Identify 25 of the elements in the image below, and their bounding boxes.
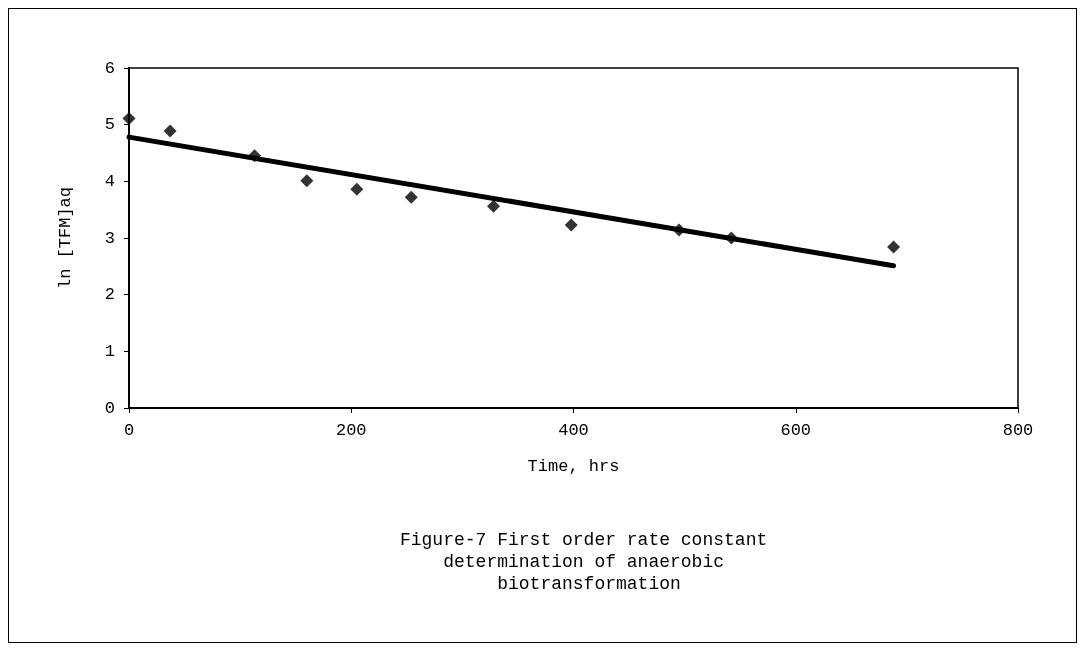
point: [404, 190, 418, 204]
x-tick-label: 600: [780, 421, 812, 440]
point: [887, 240, 901, 254]
x-tick-label: 800: [1002, 421, 1034, 440]
y-tick-label: 0: [104, 398, 115, 418]
y-tick-label: 6: [104, 58, 115, 78]
x-axis-title: Time, hrs: [527, 457, 620, 476]
point: [350, 182, 364, 196]
point: [122, 111, 136, 125]
point: [564, 218, 578, 232]
x-tick-label: 0: [123, 421, 135, 440]
x-tick-label: 200: [335, 421, 367, 440]
x-tick-label: 400: [558, 421, 589, 440]
y-tick-label: 2: [104, 285, 115, 305]
point: [163, 124, 177, 138]
y-tick-label: 3: [104, 228, 115, 248]
point: [248, 149, 262, 163]
text: Figure-7 First order rate constant determination of anaerobic biotransformation: [399, 530, 779, 594]
y-tick-label: 5: [104, 115, 115, 135]
y-tick-label: 1: [104, 341, 115, 361]
point: [300, 174, 314, 188]
point: [486, 199, 500, 213]
y-tick-label: 4: [104, 171, 115, 191]
point: [672, 223, 686, 237]
y-axis-title: ln [TFM]aq: [56, 186, 75, 290]
